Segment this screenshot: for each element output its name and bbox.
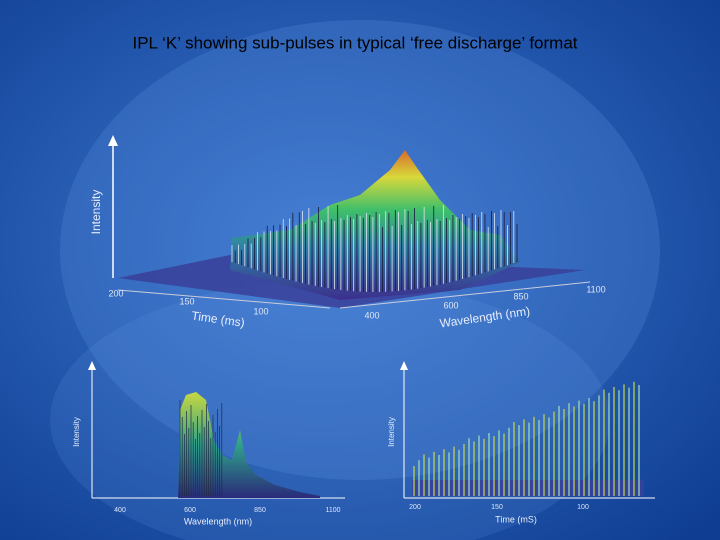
base — [412, 480, 644, 496]
tick-label: 400 — [114, 507, 126, 514]
y-label: Intensity — [72, 417, 81, 447]
y-label: Intensity — [89, 190, 103, 235]
tick-label: 1100 — [325, 507, 340, 514]
tick-label: 100 — [253, 306, 268, 316]
time-plot: Intensity Time (mS) 200 150 100 — [387, 361, 655, 524]
y-label: Intensity — [387, 417, 396, 447]
time-axis — [117, 289, 331, 309]
tick-label: 850 — [254, 507, 266, 514]
x-label: Wavelength (nm) — [184, 516, 252, 526]
spectrum-plot: Intensity Wavelength (nm) 400 600 850 11… — [72, 361, 345, 526]
tick-label: 850 — [513, 291, 528, 301]
tick-label: 100 — [577, 504, 589, 511]
x-label: Time (mS) — [495, 514, 537, 524]
arrow — [108, 135, 118, 146]
arrow — [88, 361, 96, 370]
tick-label: 150 — [491, 504, 503, 511]
wavelength-axis — [339, 281, 591, 309]
tick-label: 200 — [409, 504, 421, 511]
tick-label: 400 — [364, 310, 379, 320]
arrow — [400, 361, 408, 370]
spectrum — [178, 392, 320, 498]
slide-title: IPL ‘K’ showing sub-pulses in typical ‘f… — [132, 33, 577, 52]
tick-label: 600 — [184, 507, 196, 514]
tick-label: 150 — [179, 296, 194, 306]
tick-label: 200 — [108, 288, 123, 298]
tick-label: 1100 — [586, 284, 605, 294]
tick-label: 600 — [443, 300, 458, 310]
